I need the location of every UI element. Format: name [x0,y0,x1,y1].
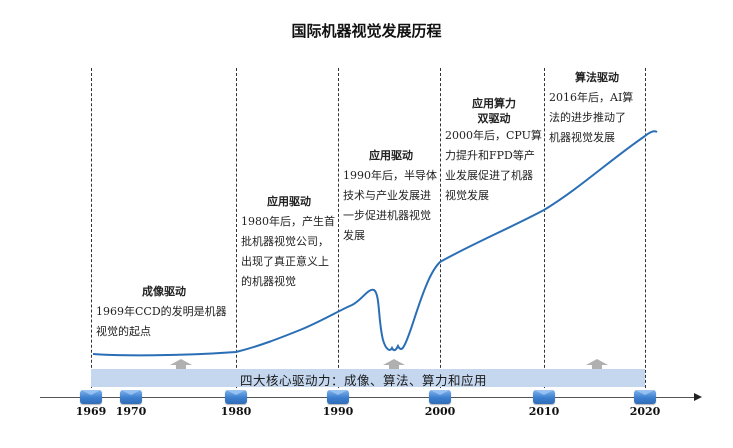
year-marker-2010 [533,390,555,404]
year-marker-1980 [225,390,247,404]
phase-heading: 应用驱动 [369,149,413,162]
year-label: 2010 [528,405,560,418]
phase-application-1990: 应用驱动 1990年后，半导体 技术与产业发展进 一步促进机器视觉 发展 [343,146,439,246]
phase-app-compute-dual: 应用算力 双驱动 2000年后，CPU算 力提升和FPD等产 业发展促进了机器 … [445,96,543,206]
year-label: 1980 [220,405,252,418]
phase-heading: 应用驱动 [267,195,311,208]
phase-heading: 算法驱动 [575,71,619,84]
year-marker-1990 [327,390,349,404]
phase-text-line: 技术与产业发展进 [343,189,431,202]
phase-heading: 应用算力 [472,97,516,110]
divider-2020 [645,68,646,398]
phase-text-line: 的机器视觉 [241,275,296,288]
timeline-axis [40,397,695,398]
phase-text-line: 机器视觉发展 [549,131,615,144]
divider-1990 [338,68,339,398]
year-label: 1969 [75,405,107,418]
phase-heading: 成像驱动 [142,285,186,298]
up-arrow-icon [170,359,192,369]
phase-text-line: 力提升和FPD等产 [445,149,535,162]
phase-text-line: 批机器视觉公司， [241,235,329,248]
year-marker-2000 [429,390,451,404]
year-marker-1970 [120,390,142,404]
phase-text-line: 2000年后，CPU算 [445,129,542,142]
phase-application-1980: 应用驱动 1980年后，产生首 批机器视觉公司， 出现了真正意义上 的机器视觉 [241,192,337,292]
axis-arrow-icon [694,393,702,401]
phase-heading: 双驱动 [477,112,511,125]
year-label: 2000 [424,405,456,418]
phase-text-line: 业发展促进了机器 [445,169,533,182]
year-label: 1990 [322,405,354,418]
phase-text-line: 1969年CCD的发明是机器 [96,305,227,318]
phase-text-line: 1990年后，半导体 [343,169,437,182]
up-arrow-icon [383,359,405,369]
divider-1980 [236,68,237,398]
phase-text-line: 发展 [343,229,365,242]
phase-text-line: 1980年后，产生首 [241,215,335,228]
phase-imaging: 成像驱动 1969年CCD的发明是机器 视觉的起点 [96,282,232,342]
phase-text-line: 出现了真正意义上 [241,255,329,268]
year-marker-1969 [80,390,102,404]
phase-algorithm: 算法驱动 2016年后，AI算 法的进步推动了 机器视觉发展 [549,68,645,148]
divider-1969 [91,68,92,398]
core-drivers-text: 四大核心驱动力：成像、算法、算力和应用 [240,373,488,388]
divider-2010 [544,68,545,398]
diagram-title: 国际机器视觉发展历程 [291,22,442,40]
phase-text-line: 视觉发展 [445,189,489,202]
phase-text-line: 一步促进机器视觉 [343,209,431,222]
year-marker-2020 [634,390,656,404]
phase-text-line: 法的进步推动了 [549,111,626,124]
up-arrow-icon [586,359,608,369]
year-label: 2020 [629,405,661,418]
core-drivers-band [91,369,645,387]
phase-text-line: 视觉的起点 [96,325,151,338]
year-label: 1970 [115,405,147,418]
phase-text-line: 2016年后，AI算 [549,91,634,104]
divider-2000 [440,68,441,398]
